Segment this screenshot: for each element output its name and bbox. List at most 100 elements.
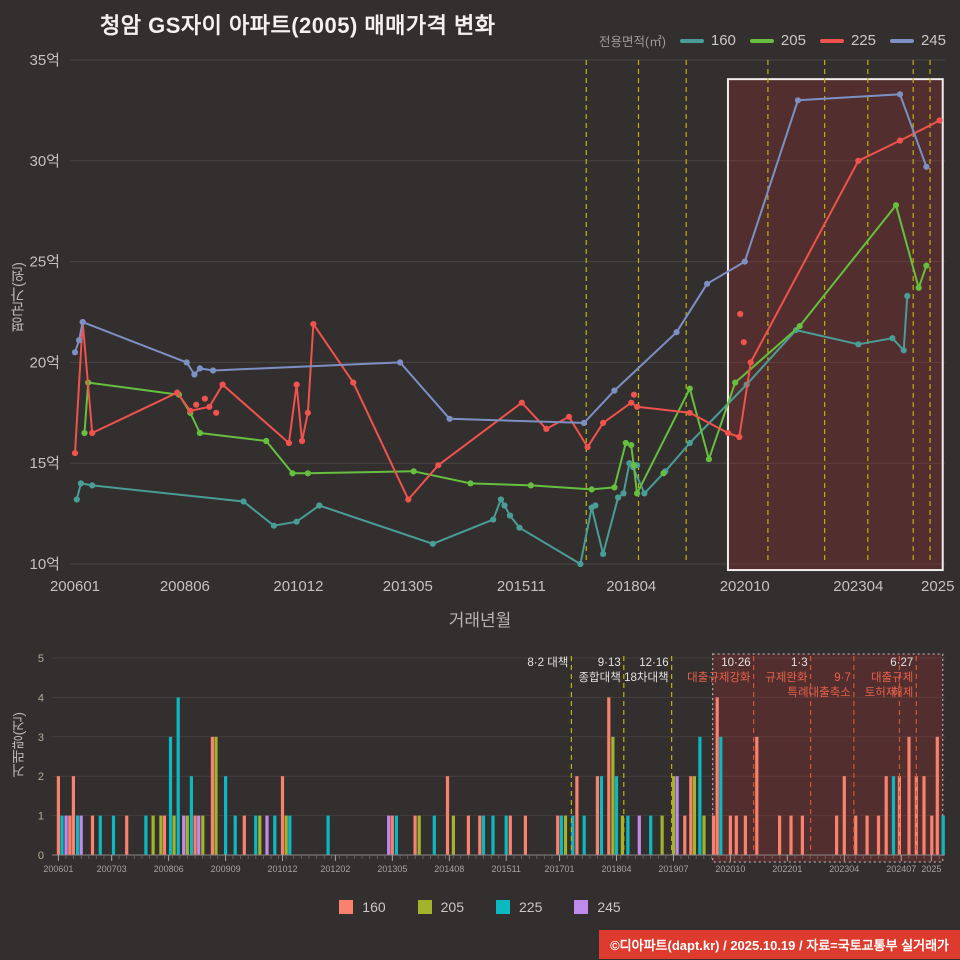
volume-bar-160[interactable] <box>390 815 394 855</box>
data-point-160[interactable] <box>240 498 247 505</box>
volume-bar-205[interactable] <box>201 815 205 855</box>
data-point-225[interactable] <box>206 403 213 410</box>
volume-bar-225[interactable] <box>98 815 102 855</box>
volume-bar-160[interactable] <box>884 776 888 855</box>
data-point-245[interactable] <box>79 319 86 326</box>
volume-bar-225[interactable] <box>144 815 148 855</box>
volume-bar-225[interactable] <box>273 815 277 855</box>
volume-bar-205[interactable] <box>159 815 163 855</box>
volume-bar-160[interactable] <box>508 815 512 855</box>
data-point-225[interactable] <box>736 433 743 441</box>
data-point-205[interactable] <box>467 480 474 487</box>
volume-bar-225[interactable] <box>504 815 508 855</box>
volume-bar-205[interactable] <box>660 815 664 855</box>
data-point-160[interactable] <box>293 518 300 525</box>
data-point-225[interactable] <box>628 399 635 406</box>
data-point-160[interactable] <box>904 292 911 299</box>
volume-bar-160[interactable] <box>743 815 747 855</box>
volume-bar-225[interactable] <box>719 736 723 855</box>
data-point-160[interactable] <box>620 490 627 497</box>
volume-bar-205[interactable] <box>671 776 676 855</box>
volume-bar-160[interactable] <box>930 815 934 855</box>
volume-bar-160[interactable] <box>413 815 417 855</box>
scatter-point-225[interactable] <box>630 391 638 398</box>
volume-bar-160[interactable] <box>125 815 129 855</box>
volume-bar-160[interactable] <box>193 815 197 855</box>
data-point-225[interactable] <box>686 409 693 416</box>
data-point-245[interactable] <box>611 387 618 394</box>
data-point-245[interactable] <box>580 419 588 426</box>
volume-bar-160[interactable] <box>556 815 560 855</box>
data-point-245[interactable] <box>183 359 190 366</box>
data-point-245[interactable] <box>196 365 203 372</box>
volume-bar-160[interactable] <box>71 776 75 855</box>
data-point-245[interactable] <box>397 359 404 366</box>
volume-bar-205[interactable] <box>563 815 568 855</box>
volume-bar-225[interactable] <box>941 815 945 855</box>
data-point-245[interactable] <box>673 329 680 336</box>
data-point-225[interactable] <box>310 321 317 328</box>
data-point-225[interactable] <box>565 413 573 420</box>
data-point-205[interactable] <box>634 490 641 497</box>
volume-bar-160[interactable] <box>242 815 246 855</box>
data-point-245[interactable] <box>76 337 83 344</box>
volume-bar-160[interactable] <box>210 736 214 855</box>
data-point-225[interactable] <box>518 399 525 406</box>
volume-bar-225[interactable] <box>75 815 80 855</box>
volume-bar-160[interactable] <box>683 815 687 855</box>
volume-bar-225[interactable] <box>394 815 398 855</box>
volume-bar-245[interactable] <box>637 815 641 855</box>
data-point-160[interactable] <box>316 502 323 509</box>
scatter-point-160[interactable] <box>592 502 599 509</box>
data-point-160[interactable] <box>855 341 862 348</box>
volume-bar-205[interactable] <box>258 815 262 855</box>
data-point-205[interactable] <box>588 486 595 493</box>
scatter-point-225[interactable] <box>737 310 744 318</box>
volume-bar-245[interactable] <box>387 815 391 855</box>
data-point-205[interactable] <box>196 429 203 437</box>
volume-bar-160[interactable] <box>778 815 782 855</box>
volume-bar-160[interactable] <box>876 815 881 855</box>
scatter-point-225[interactable] <box>213 409 220 416</box>
volume-bar-225[interactable] <box>233 815 237 855</box>
data-point-205[interactable] <box>923 262 930 269</box>
volume-bar-160[interactable] <box>854 815 858 855</box>
volume-bar-225[interactable] <box>60 815 64 855</box>
volume-bar-225[interactable] <box>698 736 702 855</box>
data-point-205[interactable] <box>304 470 311 477</box>
volume-bar-225[interactable] <box>326 815 330 855</box>
data-point-205[interactable] <box>611 484 618 491</box>
data-point-245[interactable] <box>794 97 802 104</box>
data-point-225[interactable] <box>350 379 357 386</box>
legend-item-245[interactable]: 245 <box>889 32 946 49</box>
volume-bar-160[interactable] <box>789 815 793 855</box>
data-point-160[interactable] <box>501 502 508 509</box>
volume-bar-205[interactable] <box>692 776 696 855</box>
data-point-205[interactable] <box>915 284 922 291</box>
volume-bar-225[interactable] <box>111 815 116 855</box>
volume-bar-160[interactable] <box>595 776 599 855</box>
data-point-245[interactable] <box>741 258 748 265</box>
data-point-245[interactable] <box>191 371 198 378</box>
data-point-225[interactable] <box>285 439 292 447</box>
data-point-160[interactable] <box>490 516 497 523</box>
volume-bar-225[interactable] <box>176 697 180 855</box>
data-point-225[interactable] <box>174 389 181 396</box>
volume-bar-160[interactable] <box>280 776 285 855</box>
volume-bar-225[interactable] <box>168 736 173 855</box>
volume-bar-205[interactable] <box>214 736 218 855</box>
data-point-225[interactable] <box>298 437 306 445</box>
data-point-225[interactable] <box>543 425 550 432</box>
data-point-245[interactable] <box>896 91 904 98</box>
volume-bar-245[interactable] <box>79 815 83 855</box>
volume-bar-160[interactable] <box>755 736 759 855</box>
data-point-160[interactable] <box>270 522 277 529</box>
data-point-205[interactable] <box>527 482 535 489</box>
data-point-205[interactable] <box>628 442 635 449</box>
volume-bar-160[interactable] <box>466 815 470 855</box>
volume-bar-205[interactable] <box>620 815 624 855</box>
volume-bar-225[interactable] <box>571 815 575 855</box>
data-point-160[interactable] <box>516 524 523 531</box>
data-point-160[interactable] <box>641 490 648 497</box>
data-point-225[interactable] <box>600 419 607 426</box>
